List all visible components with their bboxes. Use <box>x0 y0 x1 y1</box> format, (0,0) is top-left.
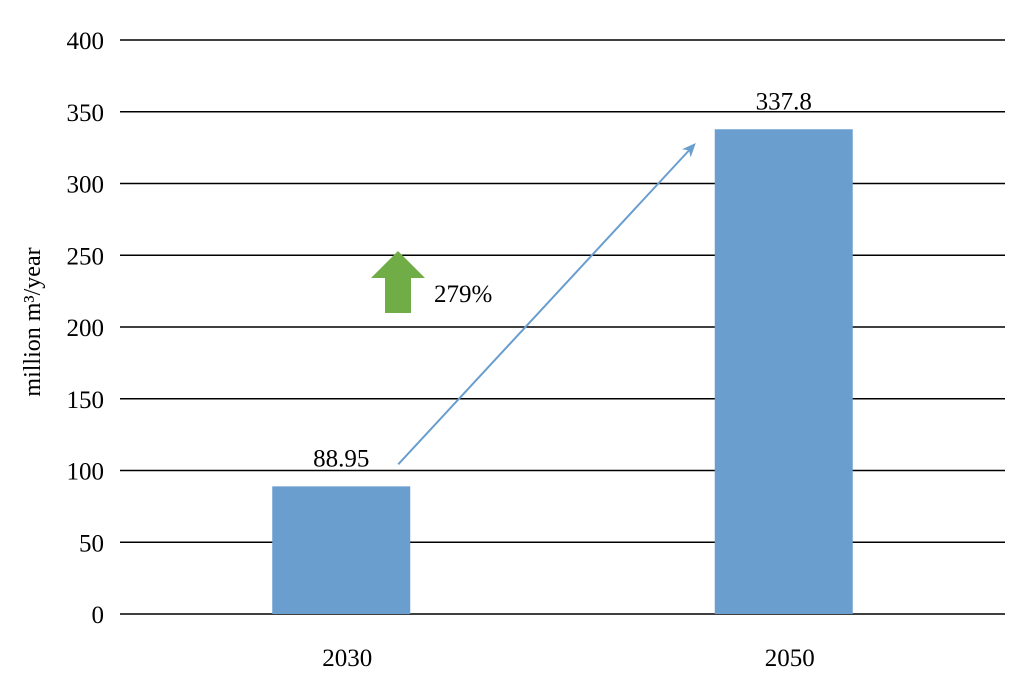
y-tick-label-400: 400 <box>67 28 105 55</box>
y-tick-label-200: 200 <box>67 315 105 342</box>
y-tick-label-50: 50 <box>79 530 104 557</box>
y-tick-label-0: 0 <box>92 602 105 629</box>
growth-annotation: 279% <box>371 143 696 466</box>
y-tick-label-350: 350 <box>67 100 105 127</box>
bar-2030 <box>272 486 411 614</box>
growth-percent-label: 279% <box>434 281 492 308</box>
y-tick-label-250: 250 <box>67 243 105 270</box>
bars <box>272 129 853 614</box>
x-tick-label-2050: 2050 <box>765 645 815 672</box>
y-tick-label-100: 100 <box>67 459 105 486</box>
y-tick-label-150: 150 <box>67 387 105 414</box>
x-tick-label-2030: 2030 <box>322 645 372 672</box>
data-label-2050: 337.8 <box>756 88 812 115</box>
x-axis-ticks: 2030 2050 <box>322 645 815 672</box>
data-label-2030: 88.95 <box>313 445 369 472</box>
y-axis-ticks: 0 50 100 150 200 250 300 350 400 <box>67 28 105 629</box>
gridlines <box>120 39 1005 615</box>
up-arrow-icon <box>371 251 425 313</box>
y-axis-title: million m³/year <box>20 247 46 396</box>
y-tick-label-300: 300 <box>67 172 105 199</box>
trend-arrow <box>397 143 696 466</box>
bar-2050 <box>714 129 853 614</box>
data-labels: 88.95 337.8 <box>313 88 812 472</box>
